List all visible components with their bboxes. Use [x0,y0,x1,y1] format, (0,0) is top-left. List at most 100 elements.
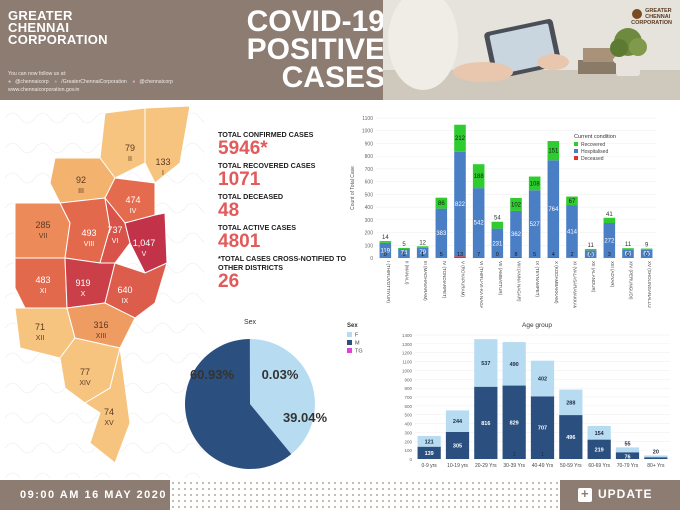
y-tick-label: 100 [365,243,374,249]
bar-hospitalised [379,242,392,258]
brand-line-3: CORPORATION [8,32,108,47]
bar-recovered [510,197,522,211]
label-hospitalised: 822 [455,202,466,208]
y-tick-label: 600 [404,404,412,409]
pie-label: 60.93% [190,367,235,382]
bar-recovered [584,248,597,251]
bar-recovered [379,241,392,243]
legend-label: Hospitalised [581,149,608,155]
zone-XIII-shape [66,302,136,349]
footer-pattern [170,480,560,510]
bar-male [417,446,441,459]
bar-hospitalised [491,228,504,258]
social-twitter[interactable]: @chennaicorp [15,79,49,85]
label-deceased: 1 [421,252,424,258]
x-tick-label: VI (THIRU-VI-KA NAGAR) [479,261,484,308]
pie-slice-M [185,339,292,469]
instagram-icon: ● [132,79,136,85]
label-recovered: 9 [645,243,649,249]
x-tick-label: 80+ Yrs [647,463,665,469]
label-recovered: 108 [530,181,541,187]
pie-label: 39.04% [283,410,328,425]
update-button[interactable]: UPDATE [578,486,652,502]
social-row: ● @chennaicorp ●/GreaterChennaiCorporatio… [8,78,177,86]
bar-hospitalised [622,249,634,258]
label-male: 76 [624,454,630,460]
x-tick-label: IX (TEYNAMPET) [535,261,540,298]
label-deceased: 0 [384,252,387,258]
zone-roman: IX [122,298,129,305]
x-tick-label: 10-19 yrs [447,463,468,469]
zone-value: 79 [125,143,135,153]
y-tick-label: 700 [365,167,374,173]
bar-male [644,457,668,459]
bar-female [530,360,555,397]
website-link[interactable]: www.chennaicorporation.gov.in [8,87,80,93]
social-instagram[interactable]: @chennaicorp [139,79,173,85]
label-recovered: 54 [494,216,501,222]
label-deceased: 0 [496,252,499,258]
stat-value: 5946* [218,138,268,159]
label-recovered: 102 [511,202,522,208]
follow-text: You can now follow us at: [8,71,67,77]
zone-value: 919 [75,278,90,288]
pie-label: 0.03% [262,367,299,382]
zone-roman: XII [36,335,45,342]
sex-legend-label: F [355,333,359,339]
label-recovered: 188 [474,174,485,180]
label-recovered: 14 [382,235,389,241]
bar-recovered [398,247,410,249]
label-male: 139 [425,451,434,457]
zone-value: 1,047 [133,238,156,248]
label-deceased: 0 [626,252,629,258]
zone-value: 483 [35,275,50,285]
social-facebook[interactable]: /GreaterChennaiCorporation [61,79,127,85]
zone-roman: V [142,251,147,258]
x-tick-label: XII (ALANDUR) [591,261,596,293]
label-deceased: 7 [477,252,480,258]
x-tick-label: VII (AMBATTUR) [498,261,503,296]
legend-title: Current condition [574,134,616,140]
label-male: 305 [453,443,462,449]
label-deceased: 5 [533,252,536,258]
zone-value: 316 [93,320,108,330]
age-bar-chart: Sex FM TG Age group 0 100 200 300 400 500 600 700 80… [347,322,670,469]
bar-female [644,455,668,458]
bar-recovered [547,141,560,161]
label-female: 288 [566,400,575,406]
twitter-icon: ● [8,79,12,85]
bar-female [559,389,583,416]
x-tick-label: V (ROYAPURAM) [461,261,466,297]
x-tick-label: 20-29 Yrs [475,463,497,469]
zone-bar-chart: Count of Total Case010020030040050060070… [350,116,656,308]
legend-swatch [574,156,578,160]
bar-female [474,339,498,387]
brand-line-1: GREATER [8,8,73,23]
zone-value: 285 [35,220,50,230]
bar-recovered [566,196,578,206]
stat-label: TOTAL RECOVERED CASES [218,161,316,170]
sex-legend-label: M [355,341,360,347]
stat-label: TOTAL ACTIVE CASES [218,223,297,232]
bar-hospitalised [547,160,560,258]
x-tick-label: 50-59 Yrs [560,463,582,469]
y-tick-label: 1100 [402,360,412,365]
zone-value: 133 [155,157,170,167]
y-tick-label: 800 [404,386,412,391]
zone-roman: IV [130,208,137,215]
stat-deceased: TOTAL DECEASED 48 [218,192,348,221]
logo-line-3: CORPORATION [631,20,672,26]
label-male: 219 [595,447,604,453]
bar-hospitalised [398,248,410,258]
facebook-icon: ● [54,79,58,85]
bar-recovered [491,221,504,229]
x-tick-label: XIV (PERUNGUDI) [629,261,634,300]
label-hospitalised: 362 [511,232,522,238]
y-tick-label: 500 [404,413,412,418]
zone-roman: I [162,170,164,177]
label-recovered: 86 [438,201,445,207]
follow-section: You can now follow us at: ● @chennaicorp … [8,70,177,94]
bar-female [615,447,640,453]
bar-male [615,452,640,459]
label-female: 20 [653,449,659,455]
